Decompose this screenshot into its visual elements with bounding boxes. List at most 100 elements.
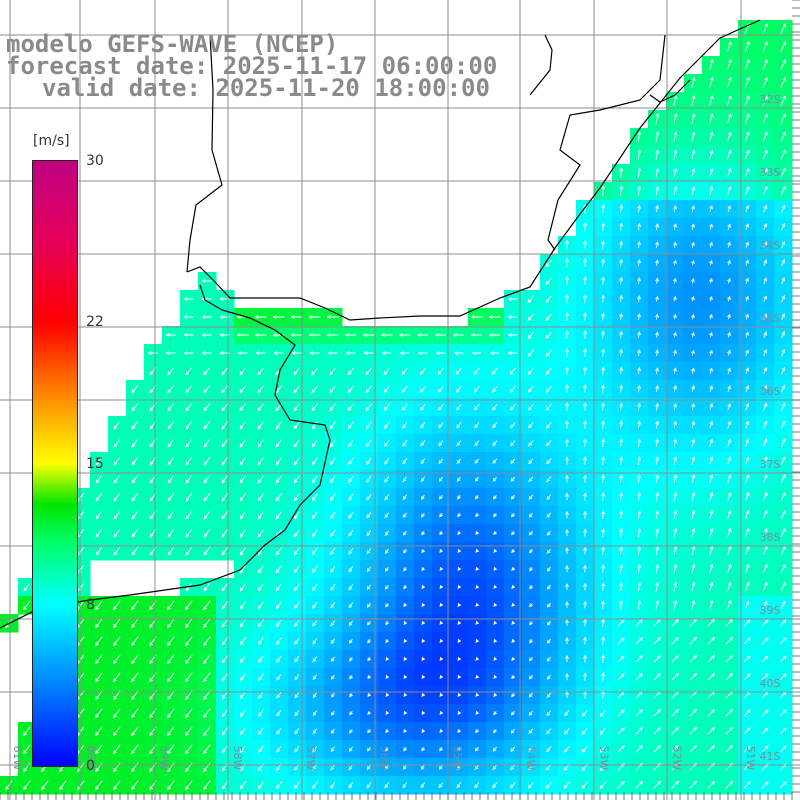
wind-arrow (565, 312, 569, 322)
wind-arrow (329, 367, 337, 376)
wind-arrow (435, 351, 446, 355)
wind-arrow (601, 636, 606, 645)
wind-arrow (291, 351, 302, 355)
wind-arrow (276, 727, 282, 735)
wind-arrow (671, 637, 679, 645)
wind-arrow (438, 421, 444, 429)
wind-arrow (401, 403, 408, 411)
wind-arrow (221, 709, 228, 718)
wind-arrow (385, 692, 390, 697)
wind-arrow (475, 531, 480, 536)
wind-arrow (294, 728, 300, 735)
wind-arrow (673, 167, 678, 178)
wind-arrow (221, 510, 229, 520)
wind-arrow (763, 313, 767, 320)
wind-arrow (745, 600, 750, 609)
wind-arrow (563, 745, 570, 753)
wind-arrow (762, 474, 768, 484)
wind-arrow (185, 456, 193, 466)
wind-arrow (507, 333, 518, 337)
wind-arrow (564, 710, 570, 717)
wind-arrow (727, 367, 731, 374)
wind-arrow (762, 527, 768, 538)
wind-arrow (403, 656, 408, 661)
wind-arrow (312, 529, 318, 538)
wind-arrow (637, 295, 641, 302)
wind-arrow (743, 619, 751, 627)
wind-arrow (385, 710, 390, 715)
wind-arrow (474, 458, 480, 464)
wind-arrow (744, 509, 750, 520)
wind-arrow (673, 295, 677, 302)
wind-arrow (402, 439, 408, 447)
wind-arrow (529, 585, 533, 590)
wind-arrow (421, 729, 426, 734)
wind-arrow (381, 351, 392, 355)
wind-arrow (257, 403, 265, 412)
wind-arrow (434, 333, 447, 337)
wind-arrow (183, 351, 194, 355)
wind-arrow (221, 474, 229, 484)
wind-arrow (565, 583, 569, 590)
wind-arrow (491, 367, 498, 375)
wind-arrow (780, 600, 786, 609)
wind-arrow (95, 672, 103, 683)
wind-arrow (727, 205, 732, 213)
wind-arrow (239, 403, 247, 412)
wind-arrow (762, 113, 768, 124)
wind-arrow (367, 657, 371, 662)
wind-arrow (709, 385, 713, 393)
wind-arrow (456, 440, 462, 447)
wind-arrow (583, 348, 588, 357)
wind-arrow (185, 726, 193, 737)
wind-arrow (293, 565, 300, 574)
wind-arrow (294, 745, 300, 753)
wind-arrow (439, 566, 444, 571)
wind-arrow (637, 545, 642, 556)
wind-arrow (493, 549, 498, 553)
wind-arrow (167, 780, 175, 791)
wind-arrow (691, 277, 695, 284)
wind-arrow (637, 581, 642, 592)
wind-arrow (312, 674, 318, 681)
wind-arrow (113, 528, 121, 538)
wind-arrow (583, 564, 588, 573)
wind-arrow (385, 746, 389, 752)
wind-arrow (95, 744, 103, 755)
wind-arrow (601, 474, 606, 483)
wind-arrow (203, 726, 211, 737)
wind-arrow (239, 492, 247, 502)
wind-arrow (707, 781, 715, 789)
wind-arrow (203, 672, 211, 683)
wind-arrow (528, 746, 534, 753)
wind-arrow (167, 600, 175, 611)
wind-arrow (673, 259, 677, 266)
longitude-label: 51W (744, 746, 757, 771)
wind-arrow (617, 745, 625, 753)
wind-arrow (275, 420, 283, 430)
wind-arrow (779, 709, 787, 717)
wind-arrow (167, 654, 175, 665)
wind-arrow (257, 781, 264, 790)
wind-arrow (383, 367, 391, 376)
wind-arrow (726, 131, 732, 142)
wind-arrow (511, 675, 515, 680)
wind-arrow (347, 403, 355, 412)
wind-arrow (763, 349, 768, 357)
coastline-uruguay (186, 19, 761, 321)
wind-arrow (761, 781, 769, 789)
wind-arrow (366, 512, 372, 519)
wind-arrow (439, 729, 444, 734)
wind-arrow (583, 366, 588, 375)
wind-arrow (528, 512, 533, 518)
wind-arrow (617, 673, 625, 681)
wind-arrow (385, 657, 390, 661)
wind-arrow (655, 112, 660, 125)
wind-arrow (131, 654, 139, 665)
wind-arrow (330, 602, 336, 609)
wind-arrow (709, 420, 714, 429)
wind-arrow (655, 509, 660, 520)
wind-arrow (637, 366, 642, 375)
wind-arrow (272, 315, 285, 319)
